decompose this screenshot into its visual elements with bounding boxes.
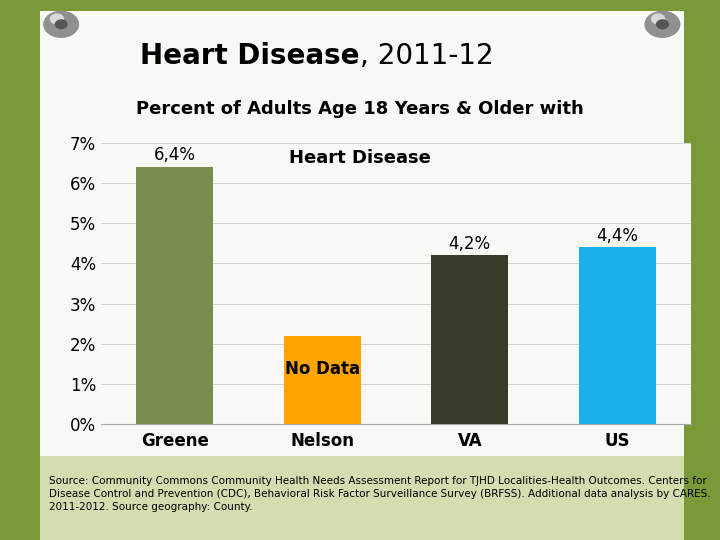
Text: , 2011-12: , 2011-12 [360, 42, 494, 70]
Bar [431, 255, 508, 424]
Text: Heart Disease: Heart Disease [289, 149, 431, 167]
Bar [284, 336, 361, 424]
Text: Heart Disease: Heart Disease [140, 42, 360, 70]
Text: 4,4%: 4,4% [596, 227, 639, 245]
Text: Source: Community Commons Community Health Needs Assessment Report for TJHD Loca: Source: Community Commons Community Heal… [49, 476, 711, 512]
Bar [136, 167, 213, 424]
Text: 4,2%: 4,2% [449, 234, 491, 253]
Bar [579, 247, 656, 424]
Text: Percent of Adults Age 18 Years & Older with: Percent of Adults Age 18 Years & Older w… [136, 100, 584, 118]
Text: 6,4%: 6,4% [153, 146, 196, 164]
Text: No Data: No Data [284, 360, 360, 378]
